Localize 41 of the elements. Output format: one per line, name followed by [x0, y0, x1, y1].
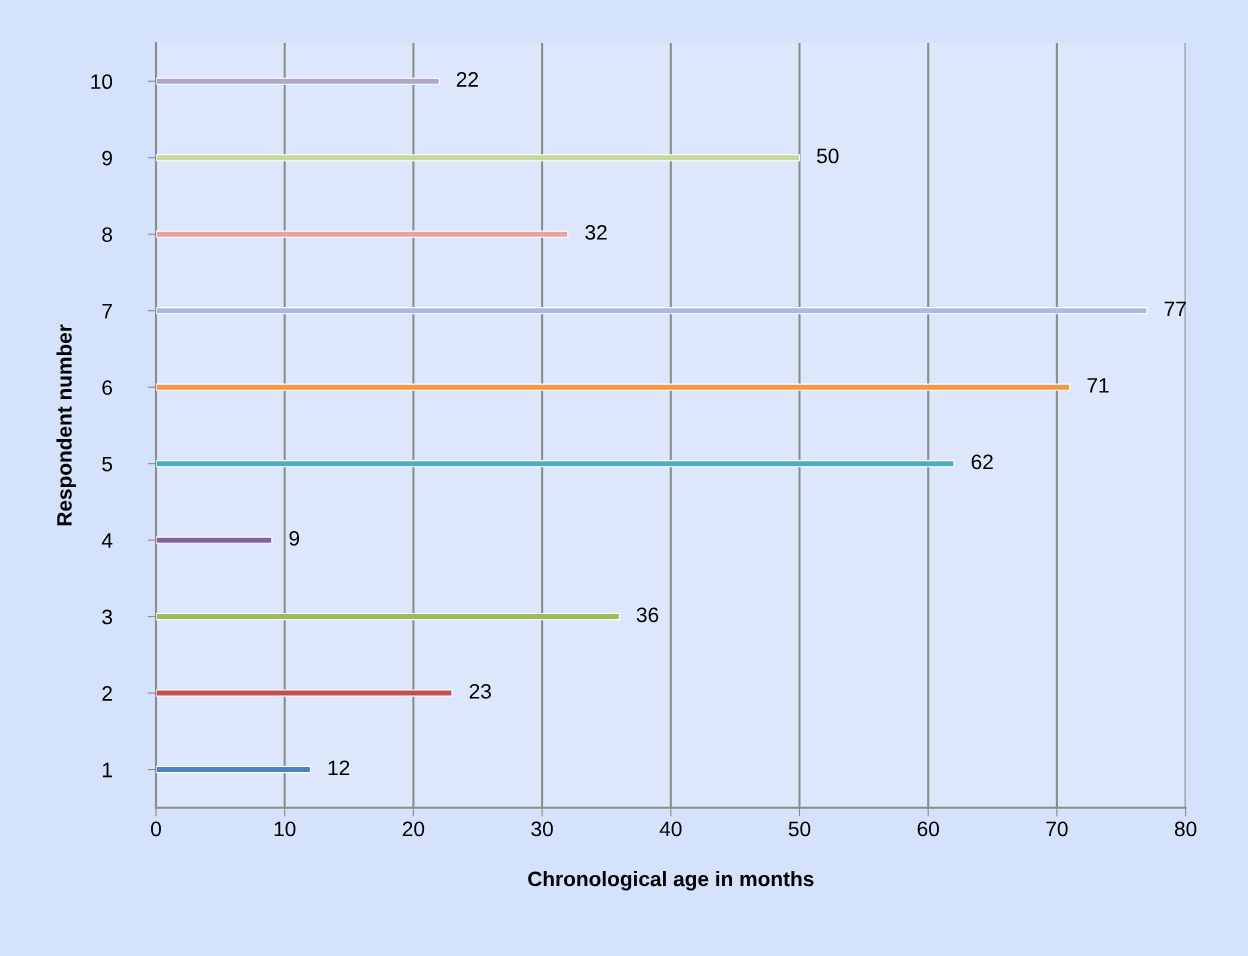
- data-label: 77: [1164, 301, 1186, 317]
- bar: [156, 154, 801, 162]
- x-tick-label: 70: [1046, 821, 1068, 837]
- y-tick-label: 6: [102, 380, 113, 395]
- data-label: 36: [636, 607, 659, 623]
- data-label: 9: [289, 530, 300, 546]
- y-tick-label: 9: [102, 150, 112, 166]
- y-tick-label: 4: [101, 533, 113, 548]
- x-axis-title: Chronological age in months: [528, 870, 814, 891]
- x-tick-label: 50: [788, 821, 811, 837]
- y-tick-label: 10: [91, 74, 113, 90]
- y-tick-label: 5: [102, 456, 113, 472]
- data-label: 32: [585, 225, 607, 240]
- y-tick-label: 1: [102, 762, 112, 778]
- x-tick-label: 30: [531, 821, 553, 837]
- x-tick-label: 60: [917, 821, 939, 837]
- bar: [156, 613, 620, 621]
- bar: [156, 689, 453, 697]
- x-tick-label: 10: [274, 821, 296, 837]
- data-label: 50: [817, 148, 839, 164]
- data-label: 23: [469, 683, 491, 699]
- bar: [156, 536, 273, 544]
- data-label: 22: [456, 72, 478, 87]
- y-axis-title: Respondent number: [56, 324, 76, 526]
- y-tick-label: 3: [102, 609, 113, 625]
- data-label: 12: [328, 760, 350, 775]
- y-tick-label: 8: [102, 227, 113, 242]
- y-tick-label: 2: [102, 686, 112, 701]
- y-tick-label: 7: [102, 303, 112, 319]
- data-label: 62: [971, 454, 993, 470]
- bar: [156, 383, 1071, 391]
- data-label: 71: [1087, 378, 1109, 393]
- x-tick-label: 80: [1174, 821, 1197, 837]
- x-tick-label: 20: [402, 821, 425, 837]
- bar: [156, 77, 440, 85]
- bar: [156, 307, 1148, 315]
- x-tick-label: 0: [151, 821, 161, 837]
- x-tick-label: 40: [659, 821, 682, 837]
- bar: [156, 230, 569, 238]
- bar: [156, 460, 955, 468]
- bar: [156, 765, 311, 774]
